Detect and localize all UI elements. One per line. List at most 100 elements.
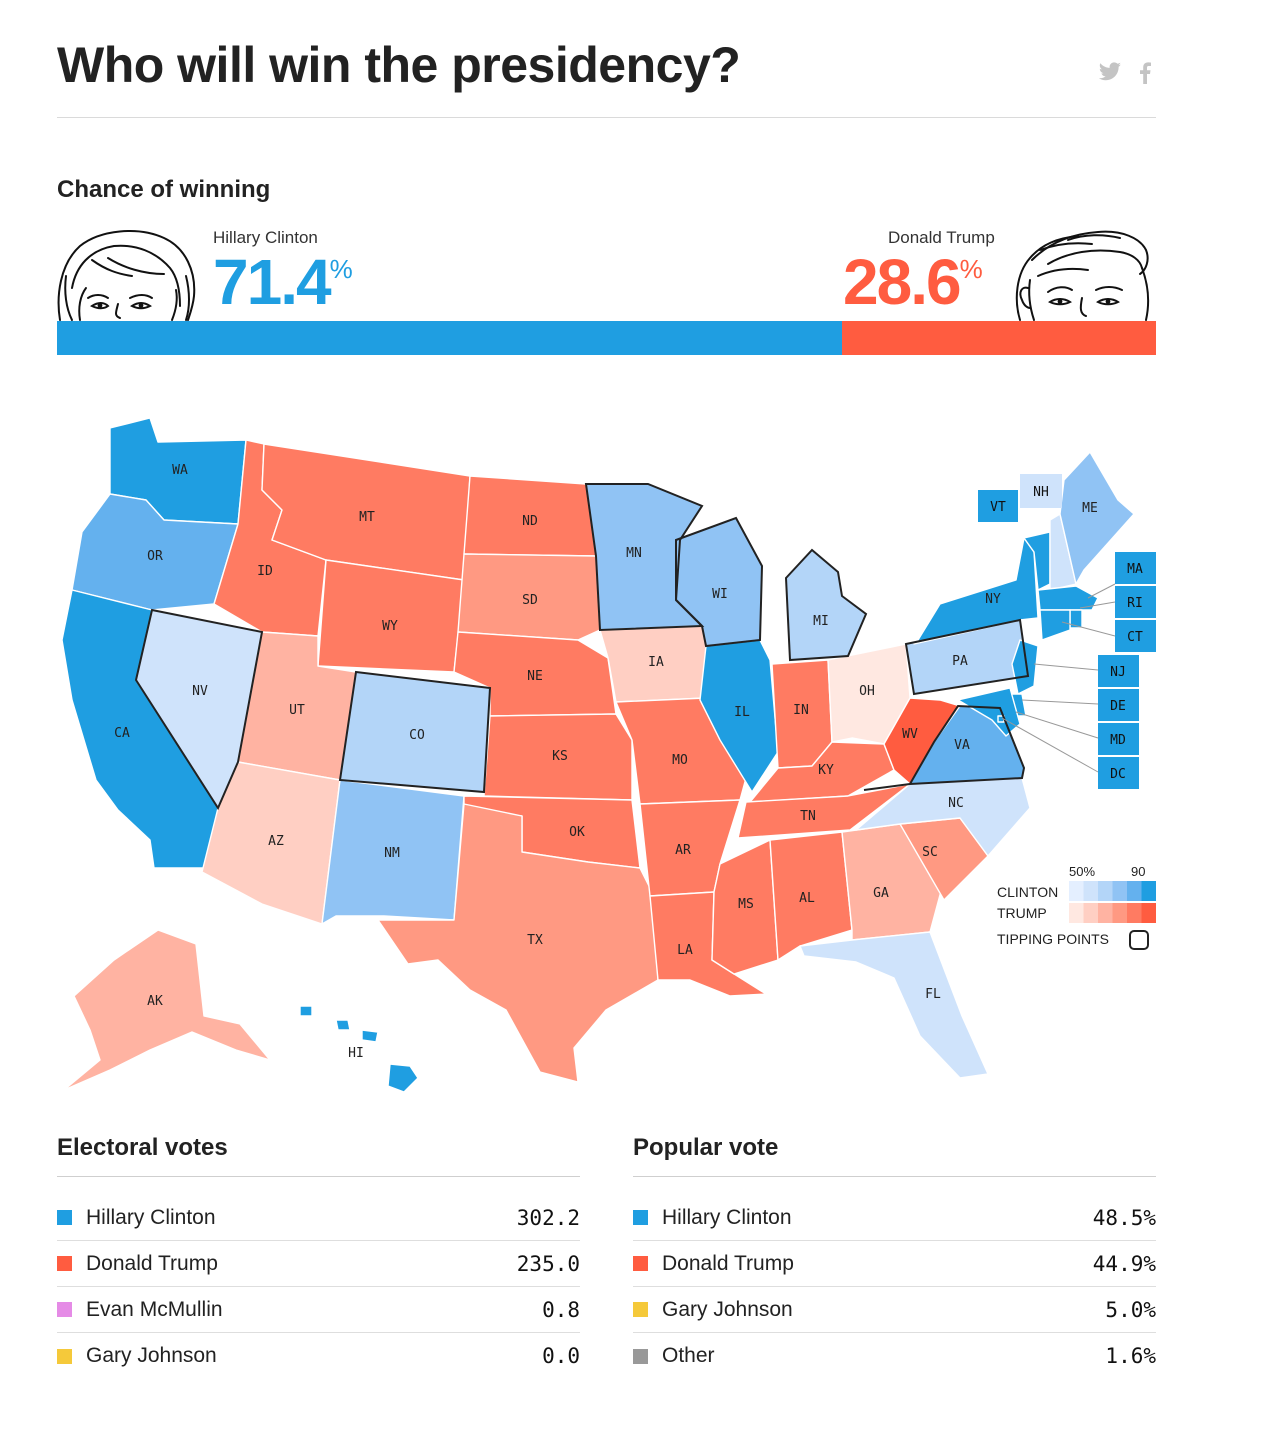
state-ct[interactable] [1039, 609, 1071, 641]
legend-tipping-label: TIPPING POINTS [997, 931, 1109, 947]
row-label: Donald Trump [662, 1251, 794, 1275]
chance-section-title: Chance of winning [57, 176, 271, 203]
state-label-ms: MS [738, 897, 754, 912]
state-me[interactable] [1059, 451, 1135, 585]
callout-box-vt[interactable] [978, 490, 1018, 522]
legend-ramp-step [1083, 881, 1098, 901]
popular-vote-title: Popular vote [633, 1134, 1156, 1177]
state-label-hi: HI [348, 1046, 364, 1061]
twitter-icon[interactable] [1098, 62, 1122, 88]
callout-box-ct[interactable] [1115, 620, 1156, 652]
legend-ramp-step [1069, 903, 1084, 923]
table-row: Gary Johnson 0.0 [57, 1333, 580, 1379]
clinton-probability-bar [57, 321, 842, 355]
state-label-ok: OK [569, 825, 585, 840]
state-label-or: OR [147, 549, 163, 564]
legend-ramp-step [1098, 903, 1113, 923]
callout-box-ma[interactable] [1115, 552, 1156, 584]
clinton-face-illustration [57, 230, 196, 321]
state-wy[interactable] [317, 559, 465, 673]
state-fl[interactable] [799, 931, 989, 1079]
legend-swatch [633, 1348, 648, 1364]
state-label-tx: TX [527, 933, 543, 948]
legend-trump-ramp [1069, 903, 1156, 923]
table-row: Hillary Clinton 302.2 [57, 1195, 580, 1241]
state-label-ne: NE [527, 669, 543, 684]
state-tn[interactable] [737, 783, 911, 839]
legend-swatch [633, 1256, 648, 1271]
state-label-wy: WY [382, 619, 398, 634]
state-ma[interactable] [1037, 585, 1099, 611]
state-md[interactable] [957, 687, 1021, 737]
electoral-votes-table: Electoral votes Hillary Clinton 302.2 Do… [57, 1134, 580, 1379]
table-row: Donald Trump 235.0 [57, 1241, 580, 1287]
clinton-name: Hillary Clinton [213, 228, 318, 247]
trump-probability-bar [841, 321, 1156, 355]
state-label-mo: MO [672, 753, 688, 768]
facebook-icon[interactable] [1139, 62, 1151, 90]
state-label-ga: GA [873, 886, 889, 901]
state-il[interactable] [699, 639, 779, 793]
clinton-pct: 71.4% [213, 246, 353, 318]
legend-ramp-step [1127, 903, 1142, 923]
state-label-nm: NM [384, 846, 400, 861]
tipping-point-outlines [134, 483, 1030, 811]
table-row: Other 1.6% [633, 1333, 1156, 1379]
callout-box-nh[interactable] [1020, 474, 1062, 508]
map-legend: 50% 90 CLINTON TRUMP TIPPING POINTS [997, 864, 1156, 950]
legend-swatch [57, 1302, 72, 1317]
callout-label-ri: RI [1127, 596, 1143, 611]
legend-ramp-step [1098, 881, 1113, 901]
legend-tipping-swatch [1129, 930, 1149, 950]
electoral-votes-title: Electoral votes [57, 1134, 580, 1177]
callout-box-nj[interactable] [1098, 655, 1139, 687]
legend-ramp-step [1127, 881, 1142, 901]
state-label-ky: KY [818, 763, 834, 778]
state-al[interactable] [769, 831, 853, 961]
callout-box-dc[interactable] [1098, 757, 1139, 789]
state-label-fl: FL [925, 987, 941, 1002]
state-vt[interactable] [1023, 531, 1051, 591]
state-tx[interactable] [377, 803, 659, 1083]
callout-box-ri[interactable] [1115, 586, 1156, 618]
row-label: Gary Johnson [86, 1344, 217, 1367]
state-label-az: AZ [268, 834, 284, 849]
row-label: Gary Johnson [662, 1297, 793, 1321]
state-hi[interactable] [299, 1005, 419, 1093]
state-label-nv: NV [192, 684, 208, 699]
row-label: Evan McMullin [86, 1297, 223, 1321]
state-label-wa: WA [172, 463, 188, 478]
row-value: 1.6% [1105, 1344, 1156, 1368]
state-label-ny: NY [985, 592, 1001, 607]
legend-ramp-step [1141, 881, 1156, 901]
state-label-ia: IA [648, 655, 664, 670]
callout-label-dc: DC [1110, 767, 1126, 782]
table-row: Hillary Clinton 48.5% [633, 1195, 1156, 1241]
state-label-ar: AR [675, 843, 691, 858]
state-sd[interactable] [457, 553, 601, 641]
state-label-ca: CA [114, 726, 130, 741]
state-label-nd: ND [522, 514, 538, 529]
table-row: Donald Trump 44.9% [633, 1241, 1156, 1287]
state-label-me: ME [1082, 501, 1098, 516]
legend-ramp-step [1069, 881, 1084, 901]
callout-box-md[interactable] [1098, 723, 1139, 755]
row-value: 302.2 [516, 1205, 580, 1230]
state-dc[interactable] [997, 715, 1005, 723]
table-row: Gary Johnson 5.0% [633, 1287, 1156, 1333]
state-label-la: LA [677, 943, 693, 958]
probability-bar [57, 321, 1156, 355]
row-label: Other [662, 1344, 715, 1367]
state-label-oh: OH [859, 684, 875, 699]
state-label-ut: UT [289, 703, 305, 718]
state-ak[interactable] [63, 929, 271, 1091]
popular-vote-table: Popular vote Hillary Clinton 48.5% Donal… [633, 1134, 1156, 1379]
row-value: 48.5% [1092, 1205, 1156, 1230]
legend-swatch [57, 1256, 72, 1271]
page-title: Who will win the presidency? [57, 37, 741, 93]
state-label-mt: MT [359, 510, 375, 525]
state-nj[interactable] [1011, 639, 1039, 695]
callout-box-de[interactable] [1098, 689, 1139, 721]
legend-swatch [57, 1210, 72, 1225]
state-label-pa: PA [952, 654, 968, 669]
